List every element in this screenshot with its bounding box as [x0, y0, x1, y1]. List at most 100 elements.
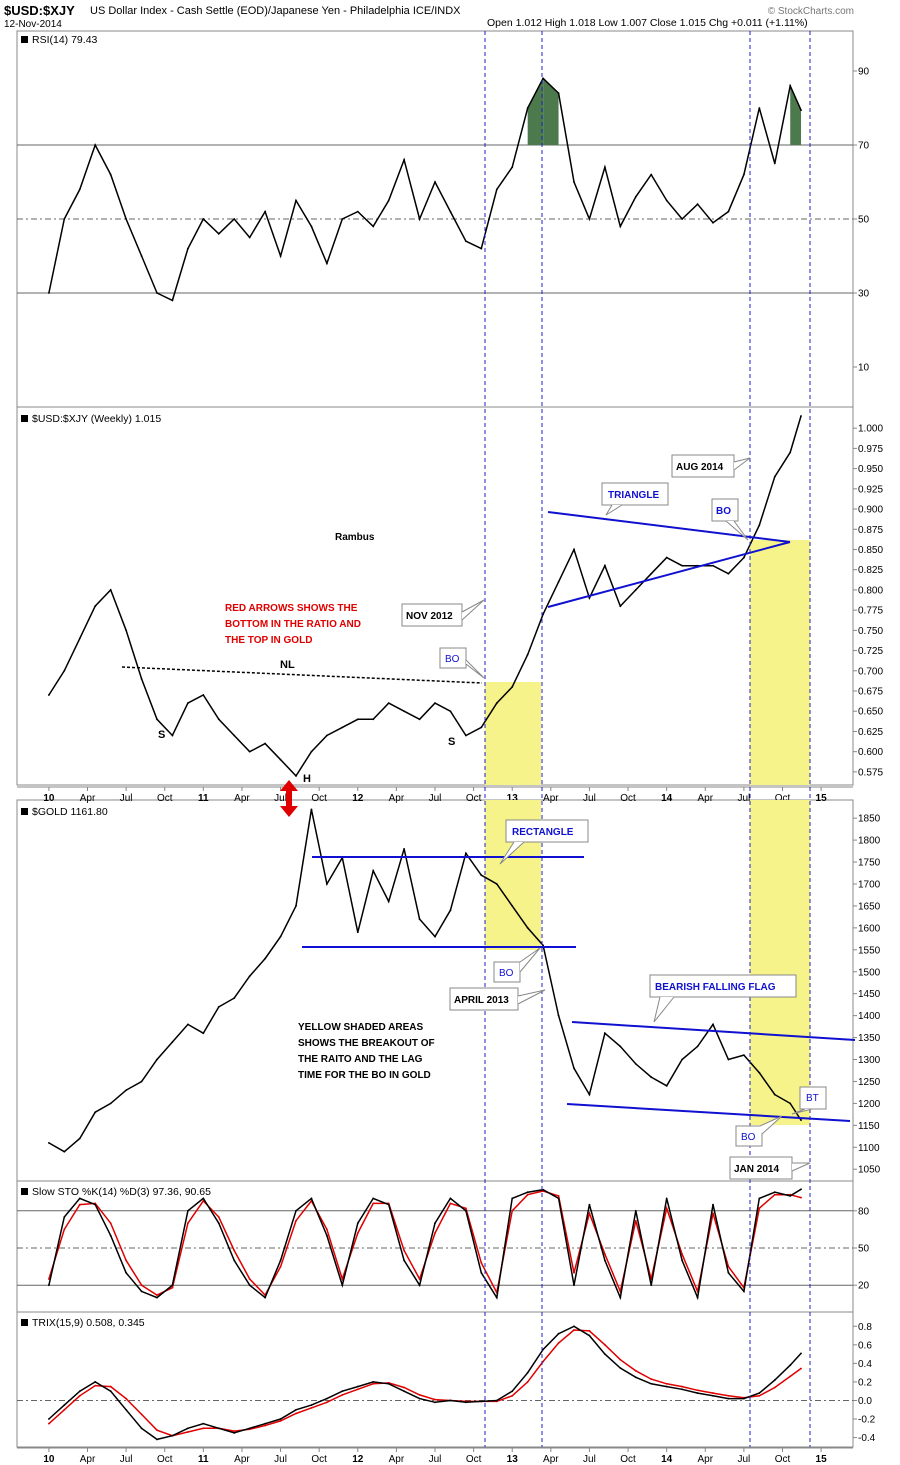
x-tick-label: Oct: [157, 793, 173, 804]
y-tick-label: 1050: [858, 1165, 881, 1176]
data-point: [665, 1084, 668, 1087]
data-point: [800, 415, 802, 417]
data-point: [526, 1371, 529, 1374]
series-line: [48, 1188, 802, 1301]
data-point: [94, 1111, 97, 1114]
data-point: [449, 909, 452, 912]
data-point: [495, 188, 498, 191]
data-point: [665, 199, 668, 202]
data-point: [449, 1197, 452, 1200]
data-point: [140, 1290, 143, 1293]
data-point: [665, 1385, 668, 1388]
data-point: [434, 181, 436, 183]
data-point: [47, 1278, 50, 1280]
data-point: [449, 1399, 452, 1402]
april-2013-callout: APRIL 2013: [449, 987, 546, 1011]
data-point: [495, 883, 498, 885]
x-tick-label: Apr: [80, 793, 96, 804]
y-tick-label: 1150: [858, 1121, 880, 1132]
data-point: [681, 1058, 684, 1061]
chart-date: 12-Nov-2014: [4, 19, 62, 30]
data-point: [372, 1202, 375, 1205]
data-point: [186, 1209, 189, 1212]
rectangle-callout: RECTANGLE: [499, 819, 589, 865]
y-tick-label: 0.925: [858, 484, 883, 495]
data-point: [557, 92, 560, 95]
data-point: [202, 1032, 205, 1035]
data-point: [94, 1384, 97, 1387]
yellow-note-line2: SHOWS THE BREAKOUT OF: [298, 1038, 435, 1049]
x-tick-label: 14: [661, 1454, 673, 1465]
data-point: [418, 1394, 421, 1396]
data-point: [650, 572, 653, 575]
data-point: [634, 1209, 637, 1212]
series-line: [48, 1329, 802, 1437]
data-point: [773, 475, 776, 478]
panel-title-marker: [21, 415, 28, 422]
data-point: [542, 613, 545, 616]
x-tick-label: Apr: [234, 1454, 250, 1465]
y-tick-label: 1600: [858, 923, 881, 934]
data-point: [325, 883, 328, 885]
data-point: [78, 1390, 81, 1393]
data-point: [295, 1412, 297, 1415]
svg-text:NOV 2012: NOV 2012: [406, 611, 453, 622]
data-point: [742, 1397, 745, 1400]
bo-callout-gold: BO: [493, 947, 541, 983]
data-point: [264, 742, 267, 745]
data-point: [325, 1401, 328, 1404]
data-point: [248, 1427, 251, 1430]
data-point: [109, 589, 112, 591]
data-point: [78, 1203, 81, 1206]
red-note-line3: THE TOP IN GOLD: [225, 635, 312, 646]
data-point: [588, 218, 591, 220]
data-point: [800, 1196, 802, 1199]
panel-2-series: 1050 1100 1150 1200 1250 1300 1350 1400 1450 1500…: [21, 806, 881, 1176]
data-point: [464, 240, 467, 243]
data-point: [47, 1418, 50, 1420]
data-point: [727, 572, 730, 575]
data-point: [681, 218, 684, 220]
data-point: [140, 1080, 143, 1083]
data-point: [264, 210, 267, 213]
x-tick-label: Jul: [274, 1454, 287, 1465]
overbought-fill: [790, 85, 802, 145]
chart-description: US Dollar Index - Cash Settle (EOD)/Japa…: [90, 5, 461, 17]
data-point: [557, 1342, 560, 1344]
bo-callout-triangle: BO: [711, 498, 749, 541]
y-tick-label: 0.750: [858, 626, 883, 637]
data-point: [727, 1058, 730, 1061]
data-point: [727, 210, 730, 213]
data-point: [47, 1284, 50, 1287]
nl-label: NL: [280, 659, 295, 671]
data-point: [634, 1063, 637, 1065]
nov-2012-callout: NOV 2012: [401, 599, 485, 627]
svg-text:RECTANGLE: RECTANGLE: [512, 827, 574, 838]
data-point: [341, 1278, 344, 1280]
bo-callout-ratio: BO: [439, 647, 485, 679]
x-tick-label: Apr: [389, 793, 405, 804]
data-point: [217, 718, 220, 721]
h-label: H: [303, 773, 311, 785]
data-point: [650, 1382, 653, 1385]
data-point: [310, 750, 313, 753]
x-axis-bottom: 10 Apr Jul Oct 11 Apr Jul Oct 12 Apr Jul Oct 13 Apr Ju…: [17, 1447, 853, 1465]
data-point: [372, 718, 375, 721]
data-point: [588, 1334, 591, 1337]
data-point: [156, 1294, 158, 1297]
data-point: [603, 564, 606, 567]
x-tick-label: Apr: [80, 1454, 96, 1465]
data-point: [542, 77, 545, 80]
jan-2014-callout: JAN 2014: [729, 1156, 811, 1180]
data-point: [341, 218, 344, 220]
y-tick-label: 0.950: [858, 464, 883, 475]
data-point: [800, 1367, 802, 1370]
data-point: [588, 1212, 591, 1215]
data-point: [712, 564, 714, 567]
data-point: [542, 1188, 545, 1191]
x-tick-label: Jul: [429, 1454, 442, 1465]
data-point: [356, 1232, 359, 1235]
data-point: [789, 84, 792, 87]
x-tick-label: Oct: [311, 793, 327, 804]
data-point: [248, 236, 251, 239]
